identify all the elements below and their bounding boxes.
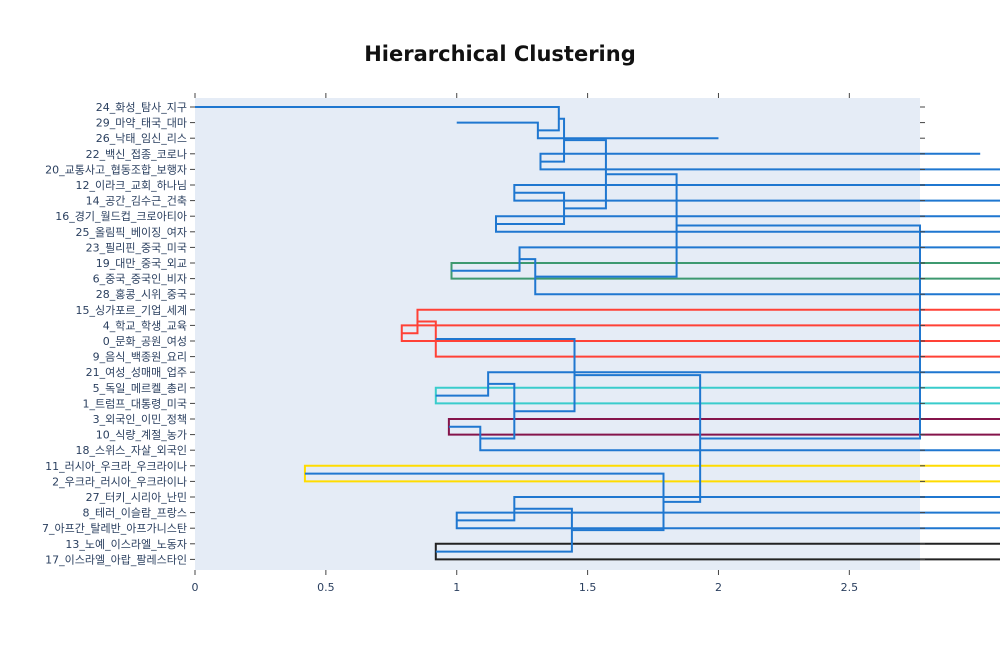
y-tick-label: 16_경기_월드컵_크로아티아 (55, 210, 187, 223)
y-tick-label: 9_음식_백종원_요리 (93, 351, 187, 364)
y-tick-label: 10_식량_계절_농가 (96, 429, 187, 442)
dendrogram-link-3 (540, 117, 566, 163)
y-tick-label: 29_마약_태국_대마 (96, 116, 187, 130)
dendrogram-link-19 (480, 382, 516, 440)
dendrogram-links (195, 106, 1000, 561)
x-tick-label: 2.5 (841, 581, 859, 594)
dendrogram-link-0 (456, 121, 719, 140)
dendrogram-link-28 (676, 224, 921, 440)
dendrogram-link-4 (513, 184, 1000, 202)
y-tick-label: 4_학교_학생_교육 (103, 319, 187, 332)
y-tick-label: 7_아프간_탈레반_아프가니스탄 (42, 522, 187, 535)
y-tick-label: 5_독일_메르켈_총리 (93, 381, 187, 395)
y-tick-label: 26_낙태_임신_리스 (96, 132, 187, 145)
dendrogram-link-8 (450, 262, 1000, 280)
y-tick-label: 13_노예_이스라엘_노동자 (65, 538, 187, 551)
dendrogram-link-14 (417, 320, 1000, 358)
y-tick-label: 27_터키_시리아_난민 (86, 491, 187, 504)
dendrogram-link-2 (539, 152, 1000, 171)
y-tick-label: 11_러시아_우크라_우크라이나 (45, 460, 187, 473)
y-tick-label: 24_화성_탐사_지구 (96, 101, 187, 114)
y-tick-label: 21_여성_성매매_업주 (86, 366, 187, 379)
y-tick-label: 23_필리핀_중국_미국 (86, 241, 187, 254)
y-tick-label: 6_중국_중국인_비자 (93, 273, 187, 286)
y-tick-label: 8_테러_이슬람_프랑스 (83, 507, 187, 520)
chart-title: Hierarchical Clustering (364, 42, 636, 66)
y-tick-label: 25_올림픽_베이징_여자 (76, 226, 187, 239)
x-tick-label: 0 (192, 581, 199, 594)
x-tick-label: 1 (453, 581, 460, 594)
x-tick-label: 0.5 (317, 581, 335, 594)
y-tick-label: 3_외국인_이민_정책 (93, 413, 187, 426)
plot-area (195, 98, 920, 570)
y-tick-label: 12_이라크_교회_하나님 (76, 178, 187, 192)
y-tick-label: 22_백신_접종_코로나 (86, 148, 187, 161)
x-tick-label: 2 (715, 581, 722, 594)
y-tick-label: 2_우크라_러시아_우크라이나 (52, 475, 187, 488)
y-tick-label: 20_교통사고_협동조합_보행자 (45, 163, 187, 176)
dendrogram-link-23 (456, 496, 1000, 522)
y-tick-label: 17_이스라엘_아랍_팔레스타인 (45, 553, 187, 566)
x-tick-label: 1.5 (579, 581, 597, 594)
y-tick-label: 15_싱가포르_기업_세계 (76, 304, 187, 317)
y-tick-label: 0_문화_공원_여성 (103, 335, 187, 348)
dendrogram-link-24 (434, 542, 1000, 561)
dendrogram-link-25 (435, 507, 573, 553)
dendrogram-link-27 (574, 374, 702, 503)
y-tick-label: 14_공간_김수근_건축 (86, 195, 187, 208)
dendrogram-link-6 (495, 191, 566, 225)
y-axis: 24_화성_탐사_지구 29_마약_태국_대마 26_낙태_임신_리스 22_백신_접… (42, 101, 925, 566)
y-tick-label: 28_홍콩_시위_중국 (96, 287, 187, 301)
dendrogram-link-15 (434, 386, 1000, 405)
y-tick-label: 19_대만_중국_외교 (96, 257, 187, 270)
dendrogram-link-11 (535, 173, 678, 278)
y-tick-label: 1_트럼프_대통령_미국 (83, 397, 187, 410)
x-axis: 0 0.5 1 1.5 2 2.5 (192, 93, 859, 594)
y-tick-label: 18_스위스_자살_외국인 (76, 444, 187, 457)
